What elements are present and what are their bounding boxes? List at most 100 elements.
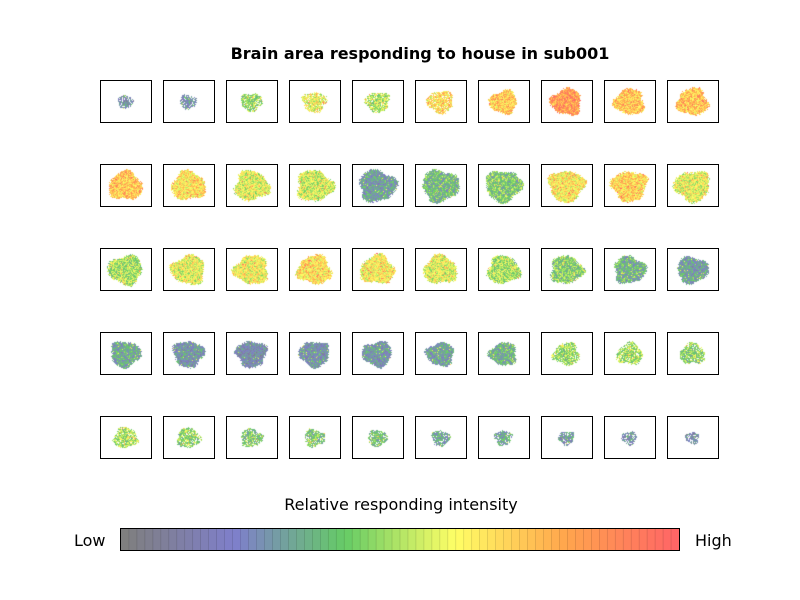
brain-slice-panel: [289, 80, 341, 123]
colorbar-segment: [663, 529, 672, 550]
brain-slice-panel: [667, 248, 719, 291]
colorbar-segment: [121, 529, 130, 550]
colorbar-segment: [400, 529, 409, 550]
brain-slice-panel: [352, 248, 404, 291]
colorbar-segment: [392, 529, 401, 550]
brain-slice-image: [542, 249, 592, 290]
colorbar-segment: [599, 529, 608, 550]
colorbar-segment: [455, 529, 465, 550]
brain-slice-image: [353, 249, 403, 290]
colorbar-segment: [519, 529, 529, 550]
brain-slice-image: [353, 81, 403, 122]
colorbar-segment: [639, 529, 648, 550]
chart-title: Brain area responding to house in sub001: [230, 44, 610, 63]
colorbar-segment: [511, 529, 521, 550]
brain-slice-panel: [352, 332, 404, 375]
brain-slice-image: [605, 249, 655, 290]
brain-slice-image: [668, 333, 718, 374]
colorbar-segment: [280, 529, 289, 550]
colorbar-segment: [168, 529, 178, 550]
colorbar-segment: [320, 529, 329, 550]
colorbar-segment: [144, 529, 154, 550]
brain-slice-image: [353, 417, 403, 458]
brain-slice-panel: [478, 80, 530, 123]
colorbar-segment: [471, 529, 481, 550]
brain-slice-image: [605, 333, 655, 374]
colorbar-segment: [136, 529, 146, 550]
colorbar-segment: [384, 529, 393, 550]
colorbar-segment: [623, 529, 632, 550]
brain-slice-panel: [100, 80, 152, 123]
brain-slice-panel: [478, 164, 530, 207]
colorbar-segment: [575, 529, 584, 550]
brain-slice-panel: [352, 416, 404, 459]
brain-slice-panel: [100, 332, 152, 375]
brain-slice-image: [290, 249, 340, 290]
brain-slice-image: [668, 165, 718, 206]
brain-slice-panel: [226, 80, 278, 123]
colorbar-segment: [463, 529, 473, 550]
brain-slice-image: [227, 333, 277, 374]
colorbar-segment: [615, 529, 624, 550]
brain-slice-panel: [478, 248, 530, 291]
brain-slice-image: [605, 417, 655, 458]
colorbar-segment: [352, 529, 361, 550]
brain-slice-image: [227, 249, 277, 290]
colorbar-segment: [128, 529, 138, 550]
colorbar-segment: [344, 529, 353, 550]
colorbar-segment: [360, 529, 369, 550]
colorbar-segment: [591, 529, 600, 550]
brain-slice-panel: [604, 332, 656, 375]
brain-slice-image: [542, 165, 592, 206]
colorbar-segment: [176, 529, 186, 550]
colorbar-segment: [304, 529, 313, 550]
colorbar-segment: [288, 529, 297, 550]
colorbar-segment: [160, 529, 170, 550]
brain-slice-panel: [667, 80, 719, 123]
brain-slice-panel: [100, 248, 152, 291]
brain-slice-image: [479, 417, 529, 458]
colorbar-segment: [671, 529, 679, 550]
brain-slice-panel: [226, 164, 278, 207]
colorbar-segment: [248, 529, 258, 550]
colorbar-gradient: [121, 529, 679, 550]
brain-slice-image: [416, 417, 466, 458]
brain-slice-panel: [163, 80, 215, 123]
brain-slice-image: [479, 165, 529, 206]
brain-slice-panel: [415, 164, 467, 207]
colorbar-segment: [567, 529, 576, 550]
brain-slice-image: [164, 165, 214, 206]
colorbar-segment: [607, 529, 616, 550]
colorbar-segment: [559, 529, 568, 550]
brain-slice-panel: [541, 80, 593, 123]
brain-slice-panel: [289, 248, 341, 291]
colorbar-segment: [503, 529, 513, 550]
brain-slice-panel: [352, 80, 404, 123]
colorbar-segment: [328, 529, 337, 550]
brain-slice-panel: [289, 416, 341, 459]
colorbar-segment: [312, 529, 321, 550]
colorbar-segment: [479, 529, 489, 550]
brain-slice-panel: [415, 332, 467, 375]
colorbar-segment: [495, 529, 505, 550]
brain-slice-image: [227, 417, 277, 458]
brain-slice-image: [416, 165, 466, 206]
colorbar-segment: [224, 529, 234, 550]
brain-slice-panel: [163, 164, 215, 207]
colorbar-segment: [336, 529, 345, 550]
brain-slice-panel: [604, 80, 656, 123]
colorbar-segment: [368, 529, 377, 550]
colorbar-segment: [407, 529, 417, 550]
brain-slice-image: [353, 165, 403, 206]
brain-slice-grid: [100, 80, 719, 459]
colorbar-segment: [376, 529, 385, 550]
brain-slice-image: [416, 249, 466, 290]
brain-slice-panel: [415, 80, 467, 123]
colorbar-segment: [439, 529, 449, 550]
brain-slice-image: [227, 81, 277, 122]
brain-slice-image: [479, 81, 529, 122]
brain-slice-panel: [163, 416, 215, 459]
colorbar-low-label: Low: [74, 531, 106, 550]
brain-slice-image: [290, 165, 340, 206]
brain-slice-image: [668, 417, 718, 458]
